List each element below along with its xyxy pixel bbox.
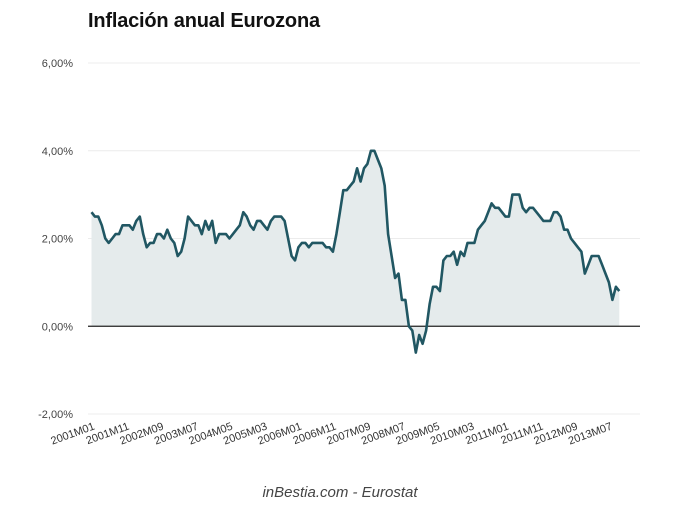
chart-plot-area: 6,00% 4,00% 2,00% 0,00% -2,00% 2001M012001M1…: [38, 58, 640, 448]
y-tick-label: 6,00%: [42, 58, 73, 70]
y-tick-label: 2,00%: [42, 234, 73, 246]
chart-title: Inflación anual Eurozona: [88, 10, 320, 32]
x-axis-ticks: 2001M012001M112002M092003M072004M052005M…: [49, 421, 614, 448]
y-axis-ticks: 6,00% 4,00% 2,00% 0,00% -2,00%: [38, 58, 73, 421]
y-tick-label: 4,00%: [42, 146, 73, 158]
source-note: inBestia.com - Eurostat: [262, 484, 418, 501]
y-tick-label: -2,00%: [38, 409, 73, 421]
y-tick-label: 0,00%: [42, 321, 73, 333]
series-area: [91, 150, 620, 353]
series-line: [90, 149, 621, 354]
